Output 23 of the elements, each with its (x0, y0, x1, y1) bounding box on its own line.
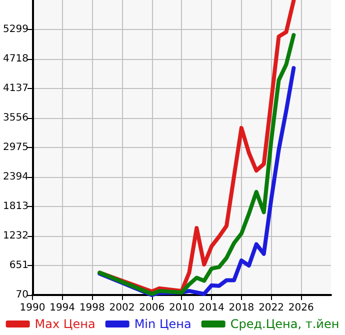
legend-label: Сред.Цена, т.йен (230, 317, 340, 331)
x-tick-label: 2006 (139, 302, 165, 314)
y-tick-label: 1232 (2, 230, 28, 242)
y-tick-label: 2975 (2, 142, 28, 153)
y-tick-label: 651 (9, 260, 28, 271)
y-tick-label: 4718 (2, 54, 28, 64)
x-tick-label: 1994 (50, 302, 76, 314)
x-tick-label: 2018 (228, 302, 254, 314)
y-tick-label: 3556 (2, 112, 28, 124)
legend-label: Min Цена (134, 317, 192, 331)
y-tick-label: 1813 (2, 201, 28, 212)
legend-label: Max Цена (34, 317, 96, 331)
x-tick-label: 2022 (258, 302, 284, 314)
y-tick-label: 4137 (2, 83, 28, 94)
y-tick-label: 5299 (2, 24, 28, 35)
y-tick-label: 2394 (2, 172, 28, 182)
y-tick-label: 70 (16, 290, 28, 300)
x-tick-label: 2002 (109, 302, 135, 314)
x-tick-label: 2026 (288, 302, 314, 314)
x-tick-label: 2010 (169, 302, 194, 314)
x-tick-label: 1990 (20, 302, 46, 314)
x-tick-label: 2014 (198, 302, 224, 314)
x-tick-label: 1998 (79, 302, 105, 314)
